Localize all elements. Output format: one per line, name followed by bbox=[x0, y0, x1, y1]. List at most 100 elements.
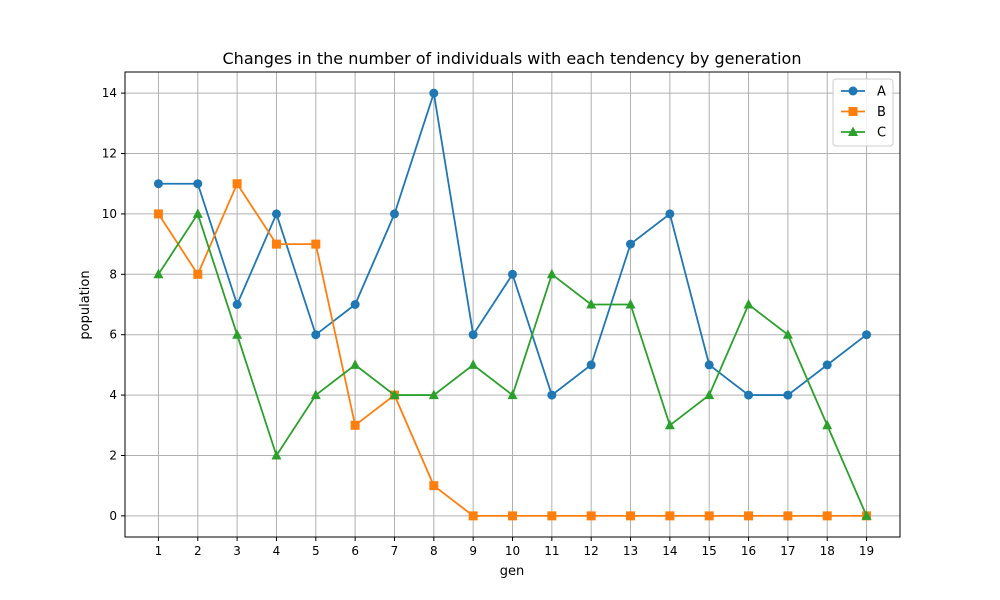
data-point-c bbox=[350, 359, 361, 369]
data-point-c bbox=[507, 389, 518, 400]
data-point-a bbox=[153, 179, 163, 189]
y-tick-label: 4 bbox=[109, 388, 117, 402]
x-tick-label: 2 bbox=[194, 544, 202, 558]
series-a bbox=[153, 88, 872, 400]
data-point-a bbox=[468, 330, 478, 340]
data-point-c bbox=[192, 208, 203, 218]
data-point-a bbox=[389, 209, 399, 219]
legend: ABC bbox=[832, 78, 894, 147]
legend-item-b: B bbox=[841, 105, 886, 120]
data-point-b bbox=[744, 511, 754, 521]
legend-label: C bbox=[877, 126, 886, 141]
data-point-b bbox=[586, 511, 596, 521]
data-point-a bbox=[744, 390, 754, 400]
legend-label: A bbox=[877, 85, 886, 100]
series-layer bbox=[153, 88, 872, 521]
data-point-b bbox=[429, 481, 439, 491]
legend-marker bbox=[848, 107, 858, 116]
series-c bbox=[153, 208, 872, 520]
chart-title: Changes in the number of individuals wit… bbox=[223, 49, 802, 68]
x-tick-label: 11 bbox=[544, 544, 559, 558]
x-tick-label: 17 bbox=[780, 544, 795, 558]
y-tick-label: 8 bbox=[109, 267, 117, 281]
data-point-b bbox=[783, 511, 793, 521]
x-tick-label: 1 bbox=[155, 544, 163, 558]
data-point-a bbox=[586, 360, 596, 370]
data-point-c bbox=[664, 419, 675, 430]
x-tick-label: 13 bbox=[623, 544, 638, 558]
legend-item-c: C bbox=[841, 126, 886, 141]
y-tick-label: 10 bbox=[102, 207, 117, 221]
x-tick-label: 15 bbox=[702, 544, 717, 558]
data-point-a bbox=[862, 330, 872, 340]
data-point-c bbox=[704, 389, 715, 400]
data-point-b bbox=[271, 239, 281, 249]
data-point-a bbox=[626, 239, 636, 249]
data-point-c bbox=[310, 389, 321, 400]
data-point-c bbox=[625, 299, 636, 309]
data-point-a bbox=[429, 88, 439, 98]
data-point-a bbox=[350, 300, 360, 309]
y-tick-label: 14 bbox=[102, 86, 117, 100]
data-point-b bbox=[350, 420, 360, 430]
data-point-c bbox=[743, 299, 754, 309]
legend-marker bbox=[848, 126, 858, 136]
x-tick-label: 6 bbox=[351, 544, 359, 558]
x-tick-label: 18 bbox=[820, 544, 835, 558]
data-point-b bbox=[822, 511, 832, 521]
data-point-c bbox=[389, 389, 400, 400]
data-point-a bbox=[547, 390, 557, 400]
x-tick-label: 16 bbox=[741, 544, 756, 558]
data-point-a bbox=[232, 300, 242, 309]
data-point-b bbox=[468, 511, 478, 521]
data-point-c bbox=[153, 268, 164, 279]
data-point-a bbox=[665, 209, 675, 219]
y-tick-label: 2 bbox=[109, 448, 117, 462]
data-point-b bbox=[311, 239, 321, 249]
data-point-b bbox=[626, 511, 636, 521]
data-point-c bbox=[271, 449, 282, 460]
data-point-b bbox=[508, 511, 517, 521]
data-point-c bbox=[428, 389, 439, 400]
data-point-b bbox=[704, 511, 714, 521]
x-tick-label: 7 bbox=[391, 544, 399, 558]
y-tick-label: 12 bbox=[102, 147, 117, 161]
data-point-b bbox=[665, 511, 675, 521]
x-tick-label: 3 bbox=[233, 544, 241, 558]
legend-box bbox=[832, 78, 894, 147]
y-axis-label: population bbox=[78, 270, 93, 339]
data-point-c bbox=[861, 510, 872, 520]
data-point-c bbox=[468, 359, 479, 369]
legend-label: B bbox=[877, 105, 886, 120]
data-point-b bbox=[232, 179, 242, 189]
x-tick-label: 8 bbox=[430, 544, 438, 558]
data-point-a bbox=[822, 360, 832, 370]
x-tick-label: 4 bbox=[273, 544, 281, 558]
legend-item-a: A bbox=[841, 85, 886, 100]
data-point-a bbox=[508, 269, 517, 279]
data-point-c bbox=[782, 329, 793, 339]
data-point-c bbox=[232, 329, 243, 339]
x-tick-label: 12 bbox=[584, 544, 599, 558]
data-point-a bbox=[271, 209, 281, 219]
x-tick-label: 14 bbox=[662, 544, 677, 558]
data-point-b bbox=[547, 511, 557, 521]
data-point-a bbox=[193, 179, 203, 189]
data-point-a bbox=[704, 360, 714, 370]
data-point-b bbox=[153, 209, 163, 219]
x-axis-label: gen bbox=[500, 564, 525, 579]
x-tick-label: 10 bbox=[505, 544, 520, 558]
legend-marker bbox=[848, 86, 858, 96]
data-point-b bbox=[193, 269, 203, 279]
x-tick-label: 5 bbox=[312, 544, 320, 558]
data-point-c bbox=[586, 299, 597, 309]
data-point-a bbox=[311, 330, 321, 340]
series-b bbox=[153, 179, 872, 521]
y-tick-label: 6 bbox=[109, 328, 117, 342]
data-point-c bbox=[546, 268, 557, 279]
x-tick-label: 9 bbox=[469, 544, 477, 558]
data-point-c bbox=[822, 419, 833, 430]
